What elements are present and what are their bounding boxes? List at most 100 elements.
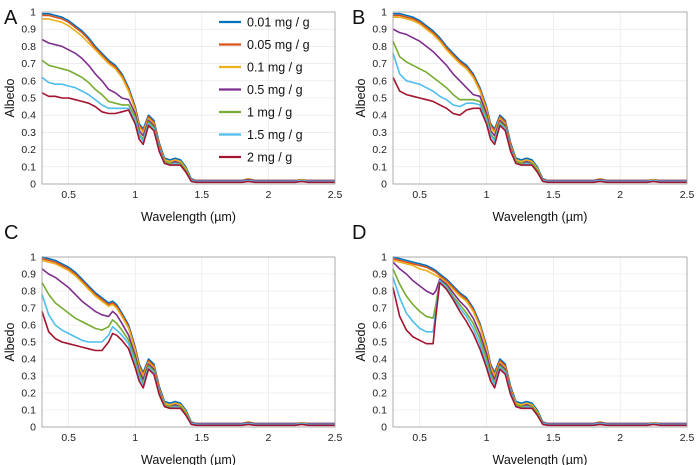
plot-frame bbox=[392, 11, 688, 185]
y-tick-label: 0.9 bbox=[21, 269, 36, 281]
y-tick-label: 0.6 bbox=[21, 75, 36, 87]
y-tick-label: 0.7 bbox=[372, 58, 387, 70]
series-line-0_01-mg-g bbox=[41, 256, 335, 425]
legend-label: 2 mg / g bbox=[247, 151, 292, 165]
y-tick-label: 0.3 bbox=[372, 371, 387, 383]
x-tick-label: 2.5 bbox=[328, 189, 343, 201]
x-tick-label: 0.5 bbox=[61, 189, 76, 201]
y-axis-label: Albedo bbox=[354, 322, 368, 361]
x-tick-label: 1.5 bbox=[195, 189, 210, 201]
y-tick-label: 0.1 bbox=[372, 405, 387, 417]
x-axis-label: Wavelength (µm) bbox=[141, 210, 236, 224]
legend-label: 0.05 mg / g bbox=[247, 38, 310, 52]
y-tick-label: 0.8 bbox=[21, 286, 36, 298]
y-tick-label: 0.2 bbox=[372, 144, 387, 156]
x-tick-label: 2.5 bbox=[328, 432, 343, 444]
panel-letter: C bbox=[4, 222, 18, 244]
x-axis-label: Wavelength (µm) bbox=[141, 453, 236, 465]
plot-frame bbox=[41, 256, 336, 428]
y-tick-label: 0.9 bbox=[372, 24, 387, 36]
y-tick-label: 0.8 bbox=[372, 286, 387, 298]
series-line-2-mg-g bbox=[41, 92, 335, 184]
y-tick-label: 0.2 bbox=[372, 388, 387, 400]
panel-letter: A bbox=[4, 7, 18, 29]
y-tick-label: 0.3 bbox=[372, 127, 387, 139]
x-tick-label: 1.5 bbox=[546, 432, 561, 444]
y-tick-label: 0.7 bbox=[21, 303, 36, 315]
x-axis-label: Wavelength (µm) bbox=[493, 453, 588, 465]
y-tick-label: 0.1 bbox=[21, 161, 36, 173]
y-tick-label: 0.4 bbox=[21, 110, 36, 122]
panel-letter: B bbox=[352, 7, 365, 29]
series-line-0_5-mg-g bbox=[392, 28, 687, 182]
x-tick-label: 2.5 bbox=[680, 189, 695, 201]
legend-label: 1 mg / g bbox=[247, 106, 292, 120]
y-tick-label: 0.6 bbox=[372, 75, 387, 87]
y-tick-label: 0.2 bbox=[21, 144, 36, 156]
x-tick-label: 0.5 bbox=[412, 189, 427, 201]
y-tick-label: 1 bbox=[381, 252, 387, 264]
panel-a: A 0.5 1 1.5 2 2.5 0 0.1 0.2 0.3 0.4 0.5 0.6 0.7 0.8 0.9… bbox=[3, 7, 342, 225]
y-tick-label: 0.8 bbox=[372, 41, 387, 53]
x-tick-label: 1.5 bbox=[195, 432, 210, 444]
y-tick-label: 0 bbox=[30, 179, 36, 191]
panel-b: B 0.5 1 1.5 2 2.5 0 0.1 0.2 0.3 0.4 0.5 0.6 0.7 0.8 0.9… bbox=[352, 7, 694, 225]
y-tick-label: 0.2 bbox=[21, 388, 36, 400]
y-tick-label: 0.6 bbox=[372, 320, 387, 332]
series-line-1-mg-g bbox=[392, 268, 687, 426]
y-tick-label: 0 bbox=[381, 422, 387, 434]
y-tick-label: 0.5 bbox=[372, 93, 387, 105]
y-tick-label: 0.7 bbox=[21, 58, 36, 70]
series-line-2-mg-g bbox=[392, 281, 687, 427]
x-tick-label: 2 bbox=[617, 189, 623, 201]
y-tick-label: 1 bbox=[381, 7, 387, 19]
x-tick-label: 0.5 bbox=[412, 432, 427, 444]
y-tick-label: 0.7 bbox=[372, 303, 387, 315]
x-tick-label: 1 bbox=[132, 432, 138, 444]
y-tick-label: 0 bbox=[381, 179, 387, 191]
y-axis-label: Albedo bbox=[354, 78, 368, 117]
y-tick-label: 0.5 bbox=[21, 93, 36, 105]
y-tick-label: 1 bbox=[30, 252, 36, 264]
series-line-0_05-mg-g bbox=[392, 257, 687, 425]
y-axis-label: Albedo bbox=[3, 78, 17, 117]
legend-label: 0.01 mg / g bbox=[247, 16, 310, 30]
x-tick-label: 1.5 bbox=[546, 189, 561, 201]
legend-label: 0.5 mg / g bbox=[247, 83, 303, 97]
series-line-2-mg-g bbox=[41, 311, 335, 427]
x-tick-label: 0.5 bbox=[61, 432, 76, 444]
legend-label: 0.1 mg / g bbox=[247, 61, 303, 75]
series-line-0_1-mg-g bbox=[393, 16, 687, 182]
plot-frame bbox=[41, 11, 336, 185]
x-tick-label: 1 bbox=[484, 432, 490, 444]
y-tick-label: 0.9 bbox=[21, 24, 36, 36]
y-tick-label: 0.4 bbox=[372, 354, 387, 366]
legend: 0.01 mg / g 0.05 mg / g 0.1 mg / g 0.5 mg /… bbox=[219, 16, 310, 165]
y-tick-label: 0.9 bbox=[372, 269, 387, 281]
series-line-2-mg-g bbox=[392, 77, 687, 184]
y-tick-label: 0 bbox=[30, 422, 36, 434]
y-tick-label: 0.5 bbox=[372, 337, 387, 349]
x-axis-label: Wavelength (µm) bbox=[493, 210, 588, 224]
x-tick-label: 1 bbox=[132, 189, 138, 201]
y-tick-label: 0.3 bbox=[21, 127, 36, 139]
x-tick-label: 2 bbox=[265, 189, 271, 201]
panel-c: C 0.5 1 1.5 2 2.5 0 0.1 0.2 0.3 0.4 0.5 0.6 0.7 0.8 0.9… bbox=[3, 222, 342, 465]
x-tick-label: 2.5 bbox=[680, 432, 695, 444]
y-tick-label: 0.1 bbox=[372, 161, 387, 173]
y-tick-label: 0.5 bbox=[21, 337, 36, 349]
plot-frame bbox=[392, 256, 688, 428]
y-tick-label: 0.3 bbox=[21, 371, 36, 383]
x-tick-label: 1 bbox=[484, 189, 490, 201]
y-tick-label: 0.4 bbox=[372, 110, 387, 122]
series-line-1_5-mg-g bbox=[41, 294, 335, 426]
y-tick-label: 0.4 bbox=[21, 354, 36, 366]
x-tick-label: 2 bbox=[265, 432, 271, 444]
y-tick-label: 0.1 bbox=[21, 405, 36, 417]
panel-d: D 0.5 1 1.5 2 2.5 0 0.1 0.2 0.3 0.4 0.5 0.6 0.7 0.8 0.9… bbox=[352, 222, 694, 465]
panel-letter: D bbox=[352, 222, 366, 244]
series-line-1-mg-g bbox=[392, 40, 687, 183]
y-tick-label: 0.8 bbox=[21, 41, 36, 53]
series-line-0_5-mg-g bbox=[392, 261, 687, 425]
